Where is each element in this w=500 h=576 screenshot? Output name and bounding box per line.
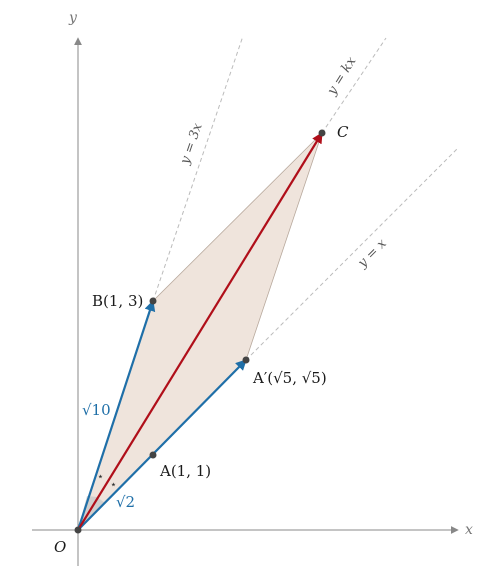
angle-mark-lower: ⋆ xyxy=(110,478,117,491)
vector-OC xyxy=(77,132,323,531)
line-y-eq-3x xyxy=(152,35,244,302)
point-A xyxy=(149,451,157,459)
point-A-label: A(1, 1) xyxy=(159,462,211,480)
length-OB-label: √10 xyxy=(82,401,111,419)
line-y-eq-kx xyxy=(321,37,387,134)
point-C-label: C xyxy=(337,123,349,141)
line-y-eq-x xyxy=(245,147,459,361)
point-O xyxy=(74,526,82,534)
label-y-eq-kx: y = kx xyxy=(324,54,360,99)
y-axis-label: y xyxy=(68,10,78,26)
point-A-prime-label: A′(√5, √5) xyxy=(252,369,327,387)
angle-mark-upper: ⋆ xyxy=(97,470,104,483)
origin-label: O xyxy=(54,538,66,556)
length-OA-label: √2 xyxy=(116,493,135,511)
point-B xyxy=(149,297,157,305)
angle-wedge xyxy=(78,496,105,530)
vector-OB xyxy=(76,299,156,531)
label-y-eq-3x: y = 3x xyxy=(177,121,205,167)
point-B-label: B(1, 3) xyxy=(92,292,143,310)
point-C xyxy=(318,129,326,137)
point-A-prime xyxy=(242,356,250,364)
vector-OA-prime xyxy=(77,359,247,531)
label-y-eq-x: y = x xyxy=(355,236,391,272)
x-axis-label: x xyxy=(465,522,473,538)
